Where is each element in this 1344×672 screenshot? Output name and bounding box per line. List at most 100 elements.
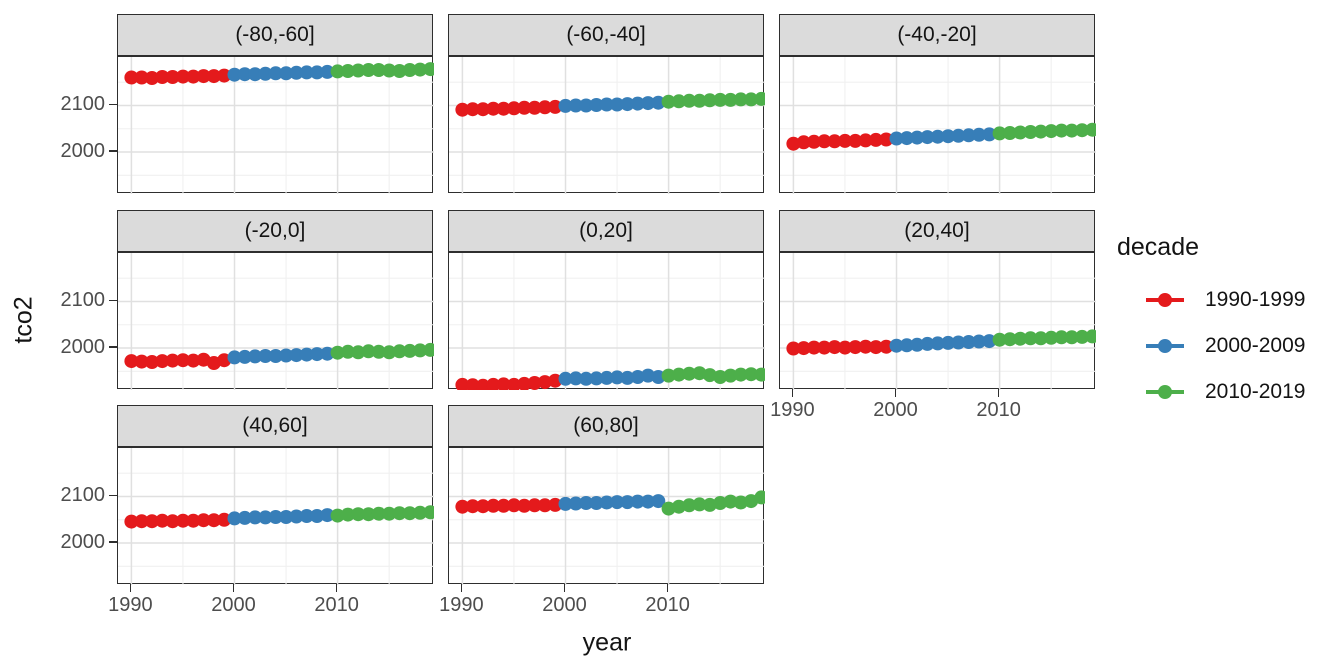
data-point — [413, 505, 428, 520]
facet-panel — [448, 56, 765, 194]
data-point — [517, 498, 532, 513]
data-point — [879, 339, 894, 354]
series-2000-2009 — [558, 95, 666, 113]
data-point — [371, 63, 386, 77]
data-point — [279, 348, 294, 363]
data-point — [910, 337, 925, 352]
series-2000-2009 — [558, 494, 666, 511]
legend-key — [1146, 292, 1184, 308]
legend-key-dot — [1158, 339, 1172, 353]
data-point — [733, 92, 748, 107]
data-point — [796, 341, 811, 356]
data-point — [392, 506, 407, 521]
data-point — [227, 511, 242, 526]
data-point — [620, 370, 635, 385]
data-point — [134, 354, 149, 369]
y-tick-label: 2000 — [60, 335, 106, 358]
data-point — [589, 98, 604, 112]
series-2000-2009 — [227, 64, 335, 82]
data-point — [579, 98, 594, 113]
x-tick-mark — [666, 584, 669, 592]
x-tick-label: 1990 — [439, 594, 484, 616]
data-point — [702, 497, 717, 512]
data-point — [807, 134, 821, 149]
facet-panel — [117, 447, 434, 585]
facet-strip: (60,80] — [448, 405, 764, 447]
series-1990-1999 — [455, 99, 563, 117]
data-point — [392, 344, 407, 359]
data-point — [486, 498, 501, 513]
facet-panel-plot — [118, 253, 434, 390]
data-point — [899, 131, 914, 146]
data-point — [455, 499, 470, 514]
facet-strip-label: (60,80] — [573, 414, 639, 437]
data-point — [310, 65, 324, 80]
data-point — [910, 130, 925, 145]
data-point — [248, 510, 263, 525]
data-point — [651, 95, 666, 110]
data-point — [961, 335, 976, 349]
data-point — [713, 496, 728, 510]
data-point — [744, 367, 759, 382]
data-point — [299, 65, 314, 80]
data-point — [754, 367, 765, 382]
facet-strip: (0,20] — [448, 210, 764, 252]
data-point — [692, 497, 707, 512]
data-point — [496, 498, 511, 513]
facet-panel — [448, 447, 765, 585]
data-point — [754, 91, 765, 106]
y-axis-title: tco2 — [9, 296, 38, 344]
data-point — [186, 353, 201, 368]
data-point — [527, 100, 542, 115]
data-point — [402, 343, 417, 358]
data-point — [992, 126, 1007, 141]
legend-entry: 2010-2019 — [1146, 380, 1305, 404]
facet-strip-label: (40,60] — [242, 414, 308, 437]
series-2010-2019 — [330, 505, 434, 523]
facet-strip-label: (20,40] — [904, 219, 970, 242]
data-point — [124, 70, 139, 85]
facet-panel — [117, 252, 434, 390]
data-point — [827, 134, 842, 149]
data-point — [1033, 331, 1048, 346]
series-2010-2019 — [661, 91, 765, 109]
series-1990-1999 — [786, 132, 894, 151]
data-point — [392, 64, 407, 78]
data-point — [558, 371, 573, 386]
data-point — [465, 499, 480, 514]
data-point — [599, 370, 614, 385]
data-point — [176, 513, 190, 528]
data-point — [920, 130, 935, 145]
series-1990-1999 — [124, 352, 232, 370]
facet-panel — [117, 56, 434, 194]
data-point — [744, 92, 759, 107]
data-point — [320, 64, 335, 79]
data-point — [537, 498, 552, 513]
x-tick-mark — [563, 584, 566, 592]
data-point — [361, 63, 376, 77]
data-point — [248, 67, 263, 82]
data-point — [899, 338, 914, 353]
data-point — [599, 97, 614, 112]
data-point — [807, 340, 821, 355]
data-point — [537, 375, 552, 390]
x-axis-title: year — [582, 628, 632, 657]
x-tick-label: 2010 — [976, 399, 1021, 421]
data-point — [1064, 123, 1079, 138]
data-point — [330, 508, 345, 523]
data-point — [351, 63, 366, 78]
y-tick-label: 2100 — [60, 483, 106, 506]
x-tick-mark — [232, 584, 235, 592]
data-point — [1085, 122, 1096, 137]
data-point — [1075, 123, 1090, 138]
data-point — [1002, 332, 1017, 347]
data-point — [786, 136, 801, 151]
data-point — [330, 345, 345, 360]
data-point — [568, 496, 583, 511]
facet-panel-plot — [449, 57, 765, 194]
facet-panel-plot — [118, 448, 434, 585]
data-point — [402, 506, 417, 521]
data-point — [858, 133, 873, 148]
data-point — [382, 345, 397, 360]
data-point — [237, 349, 252, 364]
